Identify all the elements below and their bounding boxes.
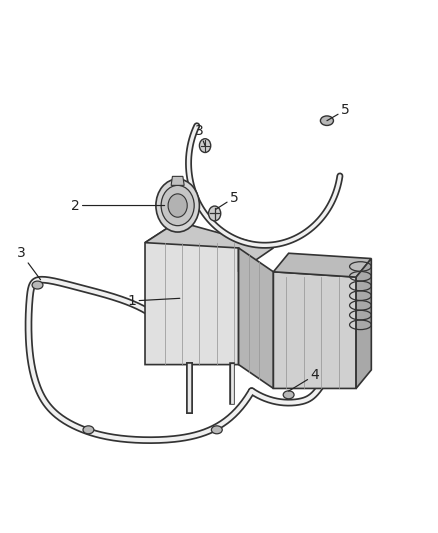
Polygon shape xyxy=(273,272,356,389)
Circle shape xyxy=(199,139,211,152)
Circle shape xyxy=(208,206,221,221)
Text: 5: 5 xyxy=(327,103,350,120)
Ellipse shape xyxy=(283,391,294,399)
Text: 1: 1 xyxy=(127,294,180,308)
Circle shape xyxy=(156,179,199,232)
Text: 4: 4 xyxy=(289,368,319,391)
Ellipse shape xyxy=(83,426,94,434)
Ellipse shape xyxy=(321,116,333,125)
Circle shape xyxy=(168,194,187,217)
Polygon shape xyxy=(171,176,184,185)
Text: 2: 2 xyxy=(71,198,165,213)
Text: 3: 3 xyxy=(17,246,41,280)
Ellipse shape xyxy=(212,426,222,434)
Circle shape xyxy=(161,185,194,225)
Polygon shape xyxy=(356,259,371,389)
Polygon shape xyxy=(145,221,273,272)
Polygon shape xyxy=(145,221,239,365)
Text: 3: 3 xyxy=(195,124,205,146)
Polygon shape xyxy=(239,248,273,389)
Text: 5: 5 xyxy=(216,191,239,209)
Polygon shape xyxy=(273,253,371,277)
Ellipse shape xyxy=(32,281,43,289)
